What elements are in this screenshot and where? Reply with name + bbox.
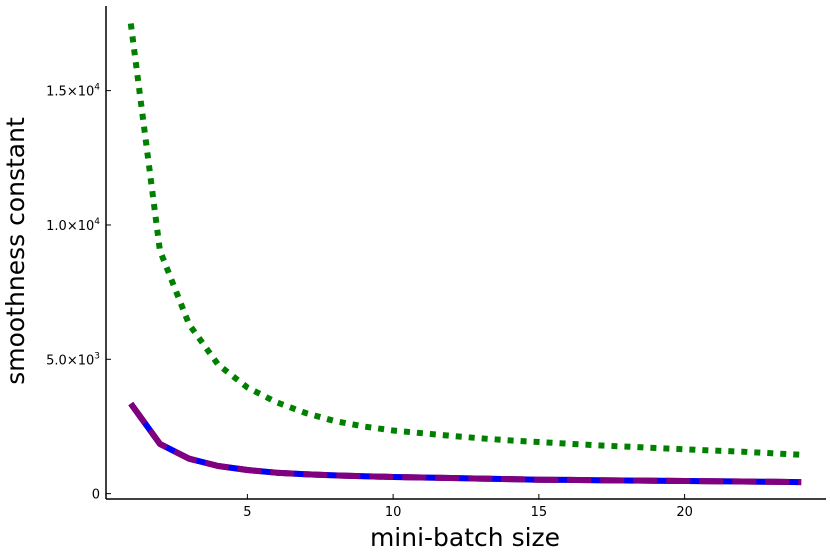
x-axis-ticks: 5 10 15 20 [243,494,693,520]
y-tick-label: 1.0×104 [46,217,100,234]
x-axis-title: mini-batch size [370,523,560,552]
series-group [127,23,802,486]
series-line-0 [127,23,802,458]
y-axis-title: smoothness constant [1,117,30,385]
series-line-2 [128,401,802,486]
x-tick-label: 20 [676,505,693,520]
y-tick-label: 1.5×104 [46,83,100,100]
x-tick-label: 15 [531,505,548,520]
y-tick-label: 0 [92,488,100,503]
y-axis-ticks: 0 5.0×103 1.0×104 1.5×104 [46,83,111,503]
x-tick-label: 5 [243,505,251,520]
y-tick-label: 5.0×103 [46,351,100,368]
axes [105,6,826,500]
series-line-3 [128,401,802,486]
x-tick-label: 10 [385,505,402,520]
